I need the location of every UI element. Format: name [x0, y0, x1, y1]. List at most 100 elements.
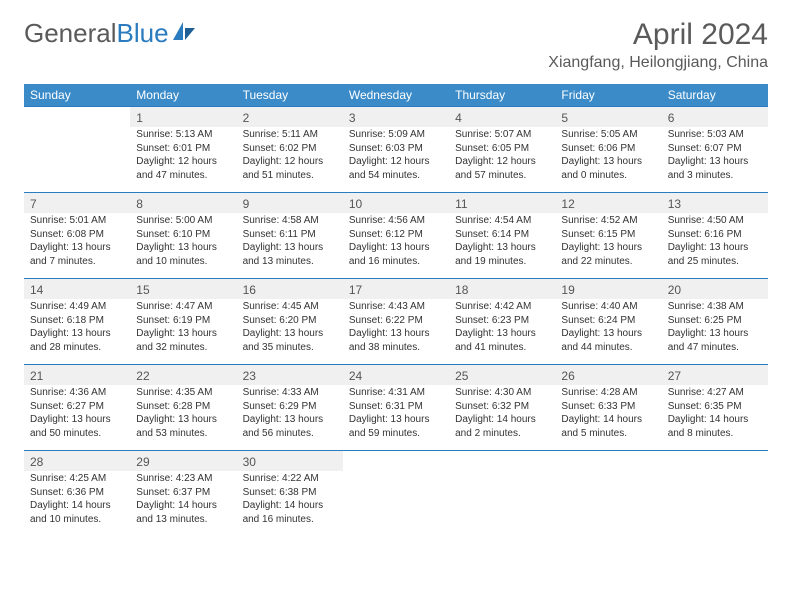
- day-line: and 5 minutes.: [561, 427, 655, 441]
- day-line: and 56 minutes.: [243, 427, 337, 441]
- day-number: 1: [136, 111, 143, 125]
- day-number-cell: 13: [662, 193, 768, 214]
- day-number: 11: [455, 197, 467, 211]
- header: GeneralBlue April 2024 Xiangfang, Heilon…: [0, 0, 792, 76]
- day-detail-cell: Sunrise: 4:33 AMSunset: 6:29 PMDaylight:…: [237, 385, 343, 451]
- day-line: and 16 minutes.: [243, 513, 337, 527]
- day-number: 29: [136, 455, 149, 469]
- day-line: Daylight: 13 hours: [561, 327, 655, 341]
- day-line: Daylight: 13 hours: [455, 327, 549, 341]
- day-number-cell: 23: [237, 365, 343, 386]
- day-number: 4: [455, 111, 462, 125]
- day-line: Daylight: 13 hours: [136, 241, 230, 255]
- day-number-cell: 19: [555, 279, 661, 300]
- page-title: April 2024: [548, 18, 768, 52]
- logo: GeneralBlue: [24, 18, 197, 49]
- day-line: Sunset: 6:23 PM: [455, 314, 549, 328]
- day-line: Sunset: 6:38 PM: [243, 486, 337, 500]
- day-number-cell: 17: [343, 279, 449, 300]
- day-line: Daylight: 14 hours: [30, 499, 124, 513]
- day-number-cell: 1: [130, 107, 236, 128]
- logo-text-1: General: [24, 18, 117, 49]
- day-number-cell: 4: [449, 107, 555, 128]
- day-line: Daylight: 14 hours: [561, 413, 655, 427]
- day-line: and 13 minutes.: [243, 255, 337, 269]
- day-number: 15: [136, 283, 149, 297]
- day-line: Sunset: 6:37 PM: [136, 486, 230, 500]
- day-number-cell: 2: [237, 107, 343, 128]
- day-number: 5: [561, 111, 568, 125]
- day-line: and 16 minutes.: [349, 255, 443, 269]
- week-number-row: 21222324252627: [24, 365, 768, 386]
- day-number: 25: [455, 369, 468, 383]
- day-line: and 25 minutes.: [668, 255, 762, 269]
- day-line: Sunset: 6:07 PM: [668, 142, 762, 156]
- day-line: and 35 minutes.: [243, 341, 337, 355]
- day-line: Sunset: 6:16 PM: [668, 228, 762, 242]
- day-header: Tuesday: [237, 84, 343, 107]
- day-line: and 10 minutes.: [136, 255, 230, 269]
- week-number-row: 14151617181920: [24, 279, 768, 300]
- title-block: April 2024 Xiangfang, Heilongjiang, Chin…: [548, 18, 768, 72]
- day-number: 26: [561, 369, 574, 383]
- day-number: 16: [243, 283, 256, 297]
- week-detail-row: Sunrise: 4:49 AMSunset: 6:18 PMDaylight:…: [24, 299, 768, 365]
- day-line: Sunrise: 4:31 AM: [349, 386, 443, 400]
- day-header: Wednesday: [343, 84, 449, 107]
- day-line: Sunset: 6:22 PM: [349, 314, 443, 328]
- day-line: and 41 minutes.: [455, 341, 549, 355]
- day-detail-cell: Sunrise: 4:43 AMSunset: 6:22 PMDaylight:…: [343, 299, 449, 365]
- day-line: Sunset: 6:05 PM: [455, 142, 549, 156]
- day-line: Sunrise: 4:22 AM: [243, 472, 337, 486]
- day-detail-cell: Sunrise: 5:00 AMSunset: 6:10 PMDaylight:…: [130, 213, 236, 279]
- day-number-cell: 30: [237, 451, 343, 472]
- day-line: Sunrise: 4:33 AM: [243, 386, 337, 400]
- calendar-table: SundayMondayTuesdayWednesdayThursdayFrid…: [24, 84, 768, 536]
- day-line: Daylight: 13 hours: [561, 155, 655, 169]
- day-line: and 47 minutes.: [668, 341, 762, 355]
- day-number-cell: 8: [130, 193, 236, 214]
- day-line: and 19 minutes.: [455, 255, 549, 269]
- day-header: Saturday: [662, 84, 768, 107]
- day-number-cell: 22: [130, 365, 236, 386]
- day-detail-cell: Sunrise: 4:45 AMSunset: 6:20 PMDaylight:…: [237, 299, 343, 365]
- day-line: Daylight: 13 hours: [30, 413, 124, 427]
- day-line: Sunrise: 4:43 AM: [349, 300, 443, 314]
- day-line: and 28 minutes.: [30, 341, 124, 355]
- day-detail-cell: Sunrise: 4:28 AMSunset: 6:33 PMDaylight:…: [555, 385, 661, 451]
- day-number: 2: [243, 111, 250, 125]
- day-number-cell: 27: [662, 365, 768, 386]
- day-detail-cell: [449, 471, 555, 536]
- day-number-cell: 25: [449, 365, 555, 386]
- day-line: Sunset: 6:11 PM: [243, 228, 337, 242]
- day-line: Daylight: 13 hours: [561, 241, 655, 255]
- day-detail-cell: Sunrise: 4:23 AMSunset: 6:37 PMDaylight:…: [130, 471, 236, 536]
- day-line: Sunset: 6:03 PM: [349, 142, 443, 156]
- day-line: and 3 minutes.: [668, 169, 762, 183]
- day-line: Sunset: 6:29 PM: [243, 400, 337, 414]
- day-line: Sunset: 6:27 PM: [30, 400, 124, 414]
- day-line: and 59 minutes.: [349, 427, 443, 441]
- day-line: Sunset: 6:14 PM: [455, 228, 549, 242]
- day-number: 20: [668, 283, 681, 297]
- day-number-cell: 28: [24, 451, 130, 472]
- day-line: Sunset: 6:24 PM: [561, 314, 655, 328]
- day-line: Sunrise: 4:50 AM: [668, 214, 762, 228]
- day-line: and 44 minutes.: [561, 341, 655, 355]
- day-line: Daylight: 13 hours: [668, 327, 762, 341]
- day-number: 14: [30, 283, 43, 297]
- day-line: Daylight: 12 hours: [455, 155, 549, 169]
- day-line: Daylight: 13 hours: [349, 241, 443, 255]
- day-detail-cell: Sunrise: 5:11 AMSunset: 6:02 PMDaylight:…: [237, 127, 343, 193]
- day-line: Sunrise: 4:54 AM: [455, 214, 549, 228]
- day-number-cell: [449, 451, 555, 472]
- day-line: Sunset: 6:33 PM: [561, 400, 655, 414]
- day-line: Sunrise: 5:00 AM: [136, 214, 230, 228]
- day-detail-cell: Sunrise: 5:07 AMSunset: 6:05 PMDaylight:…: [449, 127, 555, 193]
- day-detail-cell: Sunrise: 4:27 AMSunset: 6:35 PMDaylight:…: [662, 385, 768, 451]
- day-number-cell: 11: [449, 193, 555, 214]
- day-detail-cell: Sunrise: 4:36 AMSunset: 6:27 PMDaylight:…: [24, 385, 130, 451]
- day-detail-cell: Sunrise: 4:22 AMSunset: 6:38 PMDaylight:…: [237, 471, 343, 536]
- day-line: Sunset: 6:28 PM: [136, 400, 230, 414]
- day-line: Sunset: 6:12 PM: [349, 228, 443, 242]
